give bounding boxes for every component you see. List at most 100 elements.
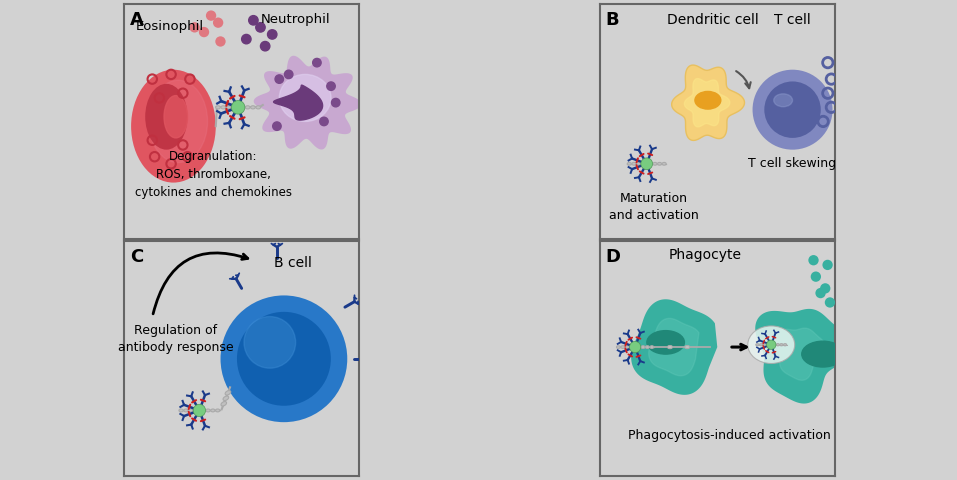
Polygon shape [684,79,730,127]
Ellipse shape [245,106,250,109]
Ellipse shape [662,162,666,165]
Ellipse shape [667,346,673,348]
Ellipse shape [695,92,721,109]
Text: Phagocyte: Phagocyte [669,249,742,263]
Circle shape [809,255,818,265]
Circle shape [206,11,216,21]
Ellipse shape [773,94,792,107]
Ellipse shape [763,344,767,346]
Ellipse shape [653,162,657,165]
Ellipse shape [221,106,226,109]
Ellipse shape [747,326,794,363]
Ellipse shape [776,344,779,346]
Circle shape [213,17,223,28]
Circle shape [320,117,328,126]
Circle shape [189,22,200,33]
Ellipse shape [148,80,208,163]
Ellipse shape [131,70,215,182]
Text: B cell: B cell [275,255,312,270]
Ellipse shape [145,84,188,150]
Ellipse shape [784,344,787,346]
Circle shape [820,283,831,294]
Text: Phagocytosis-induced activation: Phagocytosis-induced activation [628,429,831,442]
Ellipse shape [641,346,645,348]
Ellipse shape [636,162,640,165]
Circle shape [268,30,277,39]
Polygon shape [672,65,745,141]
Polygon shape [632,300,718,395]
Circle shape [215,36,226,47]
Ellipse shape [632,162,635,165]
Circle shape [825,297,835,308]
Circle shape [249,15,258,25]
Circle shape [284,70,293,79]
Ellipse shape [647,331,684,354]
Circle shape [326,82,335,90]
Ellipse shape [621,346,625,348]
Text: B: B [606,11,619,29]
Circle shape [256,23,265,32]
Circle shape [275,75,283,84]
Text: Eosinophil: Eosinophil [136,20,204,33]
Text: Degranulation:
ROS, thromboxane,
cytokines and chemokines: Degranulation: ROS, thromboxane, cytokin… [135,150,292,199]
Circle shape [752,70,833,150]
Polygon shape [775,328,827,380]
Text: Neutrophil: Neutrophil [260,13,330,26]
Ellipse shape [184,409,188,412]
Ellipse shape [225,391,231,395]
Ellipse shape [211,409,215,412]
Polygon shape [254,56,362,149]
Circle shape [273,122,281,131]
Ellipse shape [625,346,629,348]
Ellipse shape [657,162,661,165]
Circle shape [822,260,833,270]
Ellipse shape [223,396,229,400]
Ellipse shape [802,341,844,367]
Text: C: C [130,249,144,266]
Ellipse shape [226,106,231,109]
Circle shape [199,27,210,37]
Ellipse shape [179,409,183,412]
Circle shape [765,82,821,138]
Circle shape [244,316,296,368]
Ellipse shape [616,346,620,348]
Ellipse shape [206,409,211,412]
Text: T cell skewing: T cell skewing [748,156,836,170]
Text: Regulation of
antibody response: Regulation of antibody response [118,324,234,354]
Text: D: D [606,249,621,266]
Ellipse shape [256,106,260,109]
Ellipse shape [646,346,650,348]
Circle shape [237,312,331,406]
Circle shape [331,98,340,107]
Ellipse shape [189,409,193,412]
Ellipse shape [215,106,220,109]
Text: A: A [130,11,144,29]
Ellipse shape [279,74,331,121]
Circle shape [260,41,270,51]
Ellipse shape [650,346,654,348]
Circle shape [767,340,776,349]
Circle shape [313,59,322,67]
Circle shape [641,158,653,169]
Ellipse shape [251,106,256,109]
Text: Maturation
and activation: Maturation and activation [609,192,699,222]
Ellipse shape [684,346,690,348]
Circle shape [193,404,206,417]
Polygon shape [755,309,849,404]
Ellipse shape [627,162,632,165]
Polygon shape [649,318,699,376]
Text: T cell: T cell [774,13,811,27]
Circle shape [242,35,251,44]
Ellipse shape [221,402,227,406]
Circle shape [232,100,245,114]
Ellipse shape [215,409,220,412]
Text: Dendritic cell: Dendritic cell [667,13,759,27]
Circle shape [220,295,347,422]
Polygon shape [274,85,323,120]
Ellipse shape [756,344,759,346]
Circle shape [811,272,821,282]
Circle shape [815,288,826,298]
Ellipse shape [760,344,763,346]
Ellipse shape [780,344,783,346]
Circle shape [630,341,641,353]
